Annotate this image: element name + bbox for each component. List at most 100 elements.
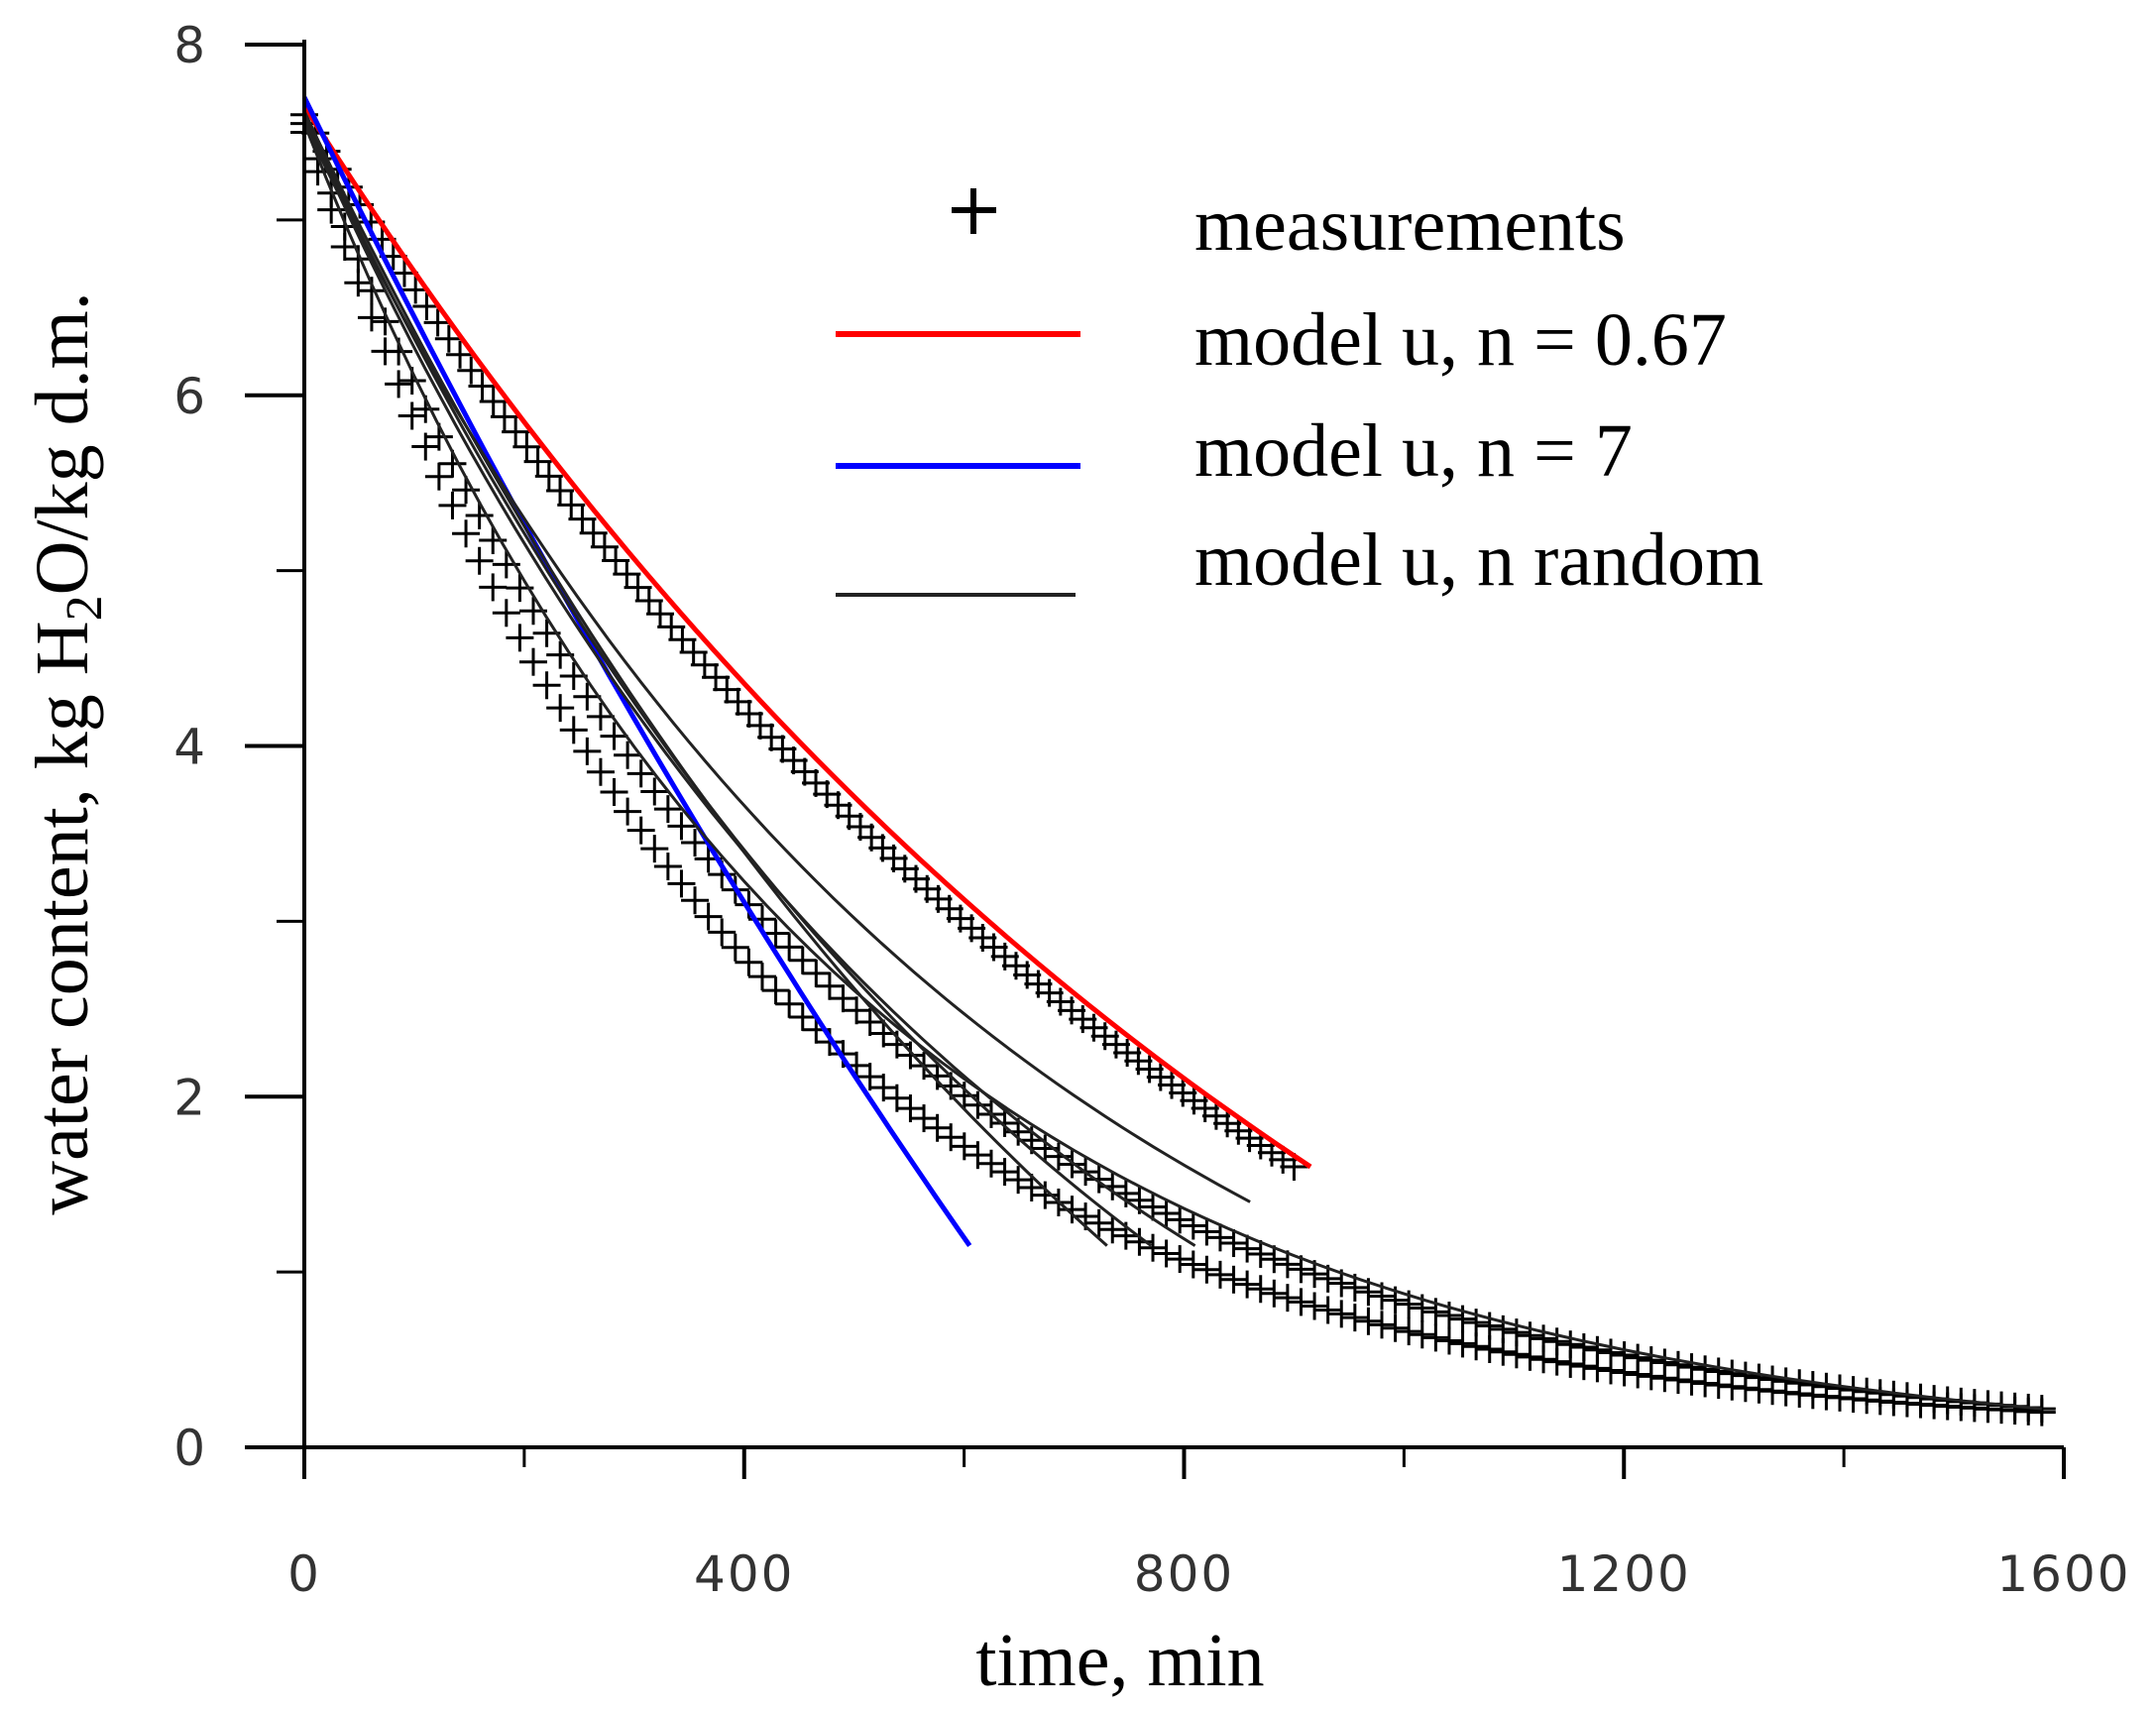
measurement-point: [1152, 1239, 1181, 1268]
y-axis-title-subscript: 2: [57, 595, 113, 621]
measurement-point: [344, 245, 373, 274]
measurement-point: [397, 401, 426, 430]
measurement-point: [1260, 1245, 1289, 1274]
measurement-point: [452, 519, 481, 548]
measurement-point: [1650, 1364, 1679, 1393]
measurement-point: [1213, 1109, 1242, 1138]
measurement-point: [1395, 1317, 1423, 1346]
measurement-point: [1166, 1205, 1194, 1234]
legend-label-measurements: measurements: [1194, 183, 1626, 267]
legend-label-model-n7: model u, n = 7: [1194, 409, 1633, 493]
measurement-point: [534, 462, 563, 491]
x-tick-label: 800: [1134, 1545, 1234, 1603]
measurement-point: [645, 600, 674, 628]
measurement-point: [613, 560, 641, 589]
measurement-point: [1233, 1270, 1262, 1299]
measurement-point: [1313, 1296, 1342, 1324]
x-tick-label: 1600: [1996, 1545, 2130, 1603]
measurement-point: [735, 699, 763, 728]
measurement-series-2: [290, 109, 2056, 1424]
measurement-point: [624, 573, 652, 602]
measurement-point: [1166, 1245, 1194, 1274]
measurement-point: [423, 308, 452, 337]
measurement-point: [694, 902, 723, 931]
measurement-point: [590, 532, 619, 561]
measurement-series-3: [290, 118, 2056, 1427]
measurement-point: [1139, 1233, 1168, 1262]
measurement-point: [1273, 1284, 1302, 1313]
measurement-point: [502, 417, 530, 446]
measurement-point: [1017, 1174, 1046, 1202]
measurement-point: [747, 963, 776, 991]
measurement-point: [1489, 1337, 1518, 1366]
measurement-point: [1434, 1326, 1463, 1355]
measurement-point: [1058, 1150, 1086, 1179]
measurement-point: [1677, 1367, 1706, 1396]
measurement-point: [1704, 1371, 1733, 1400]
measurement-point: [385, 370, 413, 399]
data-layer: [290, 96, 2056, 1427]
measurement-point: [1502, 1340, 1531, 1369]
measurement-point: [434, 324, 463, 353]
measurement-point: [600, 722, 628, 750]
measurement-point: [1273, 1250, 1302, 1279]
measurement-point: [1610, 1358, 1639, 1387]
measurement-point: [1340, 1304, 1369, 1332]
measurement-point: [1205, 1223, 1234, 1252]
measurement-point: [614, 741, 642, 769]
measurement-point: [411, 432, 440, 461]
model-line-1: [301, 104, 1312, 1170]
model-line-2: [301, 96, 972, 1248]
measurement-point: [559, 716, 588, 744]
y-tick-label: 6: [173, 368, 207, 425]
model-line-6: [302, 122, 1251, 1203]
measurement-point: [626, 816, 655, 845]
measurement-point: [724, 687, 752, 716]
measurement-point: [779, 746, 808, 775]
measurement-point: [824, 791, 852, 820]
measurement-point: [1192, 1217, 1221, 1246]
measurement-point: [1287, 1255, 1315, 1284]
measurement-point: [357, 303, 386, 332]
measurement-point: [1475, 1312, 1504, 1340]
y-tick-label: 4: [173, 719, 207, 776]
measurement-point: [835, 802, 863, 831]
measurement-point: [761, 976, 790, 1005]
measurement-point: [1201, 1101, 1230, 1130]
measurement-point: [802, 768, 831, 797]
measurement-point: [745, 711, 774, 740]
legend-label-model-random: model u, n random: [1194, 518, 1763, 602]
measurement-point: [1246, 1131, 1275, 1160]
measurement-point: [1205, 1260, 1234, 1289]
measurement-point: [1219, 1265, 1248, 1294]
measurement-point: [1301, 1292, 1329, 1320]
measurement-point: [479, 388, 508, 416]
measurement-point: [813, 780, 842, 809]
measurement-point: [657, 613, 686, 641]
measurement-point: [573, 682, 602, 711]
measurement-point: [492, 599, 520, 628]
measurement-point: [1246, 1239, 1275, 1268]
y-axis-title: water content, kg H2O/kg d.m.: [21, 291, 113, 1214]
measurement-point: [815, 1028, 844, 1057]
measurement-point: [579, 518, 608, 547]
measurement-point: [1098, 1215, 1127, 1244]
measurement-point: [1597, 1356, 1626, 1385]
y-tick-label: 2: [173, 1069, 207, 1126]
measurement-point: [788, 1002, 817, 1031]
measurement-point: [1180, 1086, 1208, 1115]
measurement-point: [757, 723, 786, 751]
measurement-point: [1624, 1360, 1652, 1389]
measurement-point: [668, 626, 697, 654]
measurement-point: [1260, 1279, 1289, 1308]
measurement-point: [1475, 1335, 1504, 1364]
y-axis-title-part-2: O/kg d.m.: [21, 291, 104, 595]
measurement-point: [1233, 1234, 1262, 1263]
model-line-7: [302, 123, 2042, 1411]
measurement-series-1: [290, 100, 1308, 1181]
measurement-point: [1179, 1250, 1207, 1279]
measurement-point: [452, 476, 481, 505]
measurement-point: [1556, 1349, 1585, 1378]
measurement-point: [1583, 1354, 1612, 1383]
